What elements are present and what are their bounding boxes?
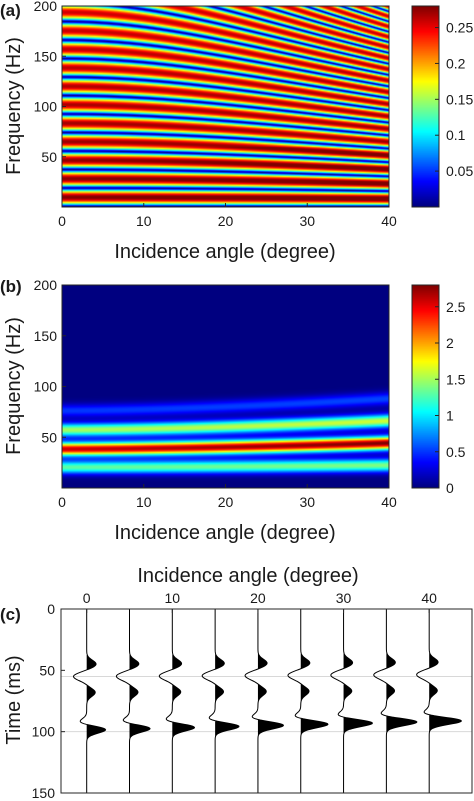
a-y-tick-label: 50 xyxy=(41,149,57,165)
panel-c-y-tick-label: 50 xyxy=(39,662,55,678)
b-y-tick-label: 50 xyxy=(41,429,57,445)
panel-c-trace-line xyxy=(330,609,374,793)
b-colorbar-tick-label: 2 xyxy=(446,335,454,351)
panel-b-x-ticks: 0 10 20 30 40 xyxy=(58,484,397,510)
panel-c-x-ticks: 0 10 20 30 40 xyxy=(83,590,437,613)
panel-b-heatmap-holder xyxy=(62,285,389,488)
panel-b-colorbar-frame xyxy=(411,284,440,489)
panel-c-y-axis-label: Time (ms) xyxy=(3,655,25,744)
panel-c-trace-fill xyxy=(129,654,151,739)
a-x-tick-label: 40 xyxy=(381,213,397,229)
b-x-tick-label: 30 xyxy=(299,494,315,510)
panel-c-traces xyxy=(72,609,462,793)
panel-b-y-axis-label: Frequency (Hz) xyxy=(3,317,25,455)
b-colorbar-tick-label: 1 xyxy=(446,408,454,424)
a-colorbar-tick-label: 0.2 xyxy=(446,55,466,71)
a-x-tick-label: 10 xyxy=(136,213,152,229)
b-x-tick-label: 0 xyxy=(58,494,66,510)
panel-c-x-tick-label: 20 xyxy=(250,590,266,606)
panel-c-frame xyxy=(60,608,473,794)
panel-a-colorbar-ticks: 0.05 0.1 0.15 0.2 0.25 xyxy=(435,20,473,179)
panel-a-colorbar-holder xyxy=(412,6,439,207)
panel-c-trace-line xyxy=(115,609,151,793)
panel-c-trace-line xyxy=(416,609,462,793)
panel-c-y-tick-label: 0 xyxy=(47,601,55,617)
panel-c-trace-line xyxy=(373,609,418,793)
panel-b-colorbar xyxy=(412,285,439,488)
panel-b-colorbar-ticks: 0 0.5 1 1.5 2 2.5 xyxy=(435,299,466,496)
panel-c-x-axis-label: Incidence angle (degree) xyxy=(137,565,358,587)
panel-c-trace-line xyxy=(201,609,240,793)
b-y-tick-label: 100 xyxy=(34,379,58,395)
b-x-tick-label: 10 xyxy=(136,494,152,510)
panel-c-x-tick-label: 40 xyxy=(421,590,437,606)
panel-a-colorbar xyxy=(412,6,439,207)
panel-c-x-tick-label: 0 xyxy=(83,590,91,606)
a-y-tick-label: 200 xyxy=(34,0,58,14)
b-x-tick-label: 40 xyxy=(381,494,397,510)
panel-c-trace-line xyxy=(244,609,285,793)
panel-b-y-ticks: 50 100 150 200 xyxy=(34,277,66,445)
panel-c-trace-line xyxy=(158,609,196,793)
a-y-tick-label: 100 xyxy=(34,99,58,115)
a-colorbar-tick-label: 0.15 xyxy=(446,91,473,107)
b-colorbar-tick-label: 2.5 xyxy=(446,299,466,315)
panel-b-heatmap xyxy=(62,285,389,488)
panel-a-colorbar-frame xyxy=(411,5,440,208)
panel-c-y-tick-label: 150 xyxy=(32,785,56,801)
a-colorbar-tick-label: 0.05 xyxy=(446,163,473,179)
b-y-tick-label: 150 xyxy=(34,328,58,344)
panel-a-x-ticks: 0 10 20 30 40 xyxy=(58,203,397,229)
b-y-tick-label: 200 xyxy=(34,277,58,293)
panel-c-trace-line xyxy=(72,609,107,793)
a-colorbar-tick-label: 0.1 xyxy=(446,127,466,143)
panel-c-trace-fill xyxy=(300,653,328,735)
panel-b-x-axis-label: Incidence angle (degree) xyxy=(114,522,335,544)
panel-c-y-ticks: 0 50 100 150 xyxy=(32,601,65,801)
a-y-tick-label: 150 xyxy=(34,48,58,64)
panel-a: (a) 50 100 150 200 0 10 20 30 40 Incidence angl… xyxy=(0,0,473,263)
panel-a-letter: (a) xyxy=(0,1,21,20)
a-x-tick-label: 0 xyxy=(58,213,66,229)
panel-c-x-tick-label: 10 xyxy=(165,590,181,606)
panel-c-letter: (c) xyxy=(0,605,21,624)
a-x-tick-label: 30 xyxy=(299,213,315,229)
panel-c-trace-fill xyxy=(257,653,284,736)
panel-c: (c) Incidence angle (degree) Time (ms) 0… xyxy=(0,565,473,801)
b-colorbar-tick-label: 0 xyxy=(446,480,454,496)
panel-a-heatmap-holder xyxy=(62,6,389,207)
panel-c-trace-line xyxy=(287,609,329,793)
panel-c-trace-fill xyxy=(429,653,462,732)
b-colorbar-tick-label: 0.5 xyxy=(446,444,466,460)
panel-a-y-ticks: 50 100 150 200 xyxy=(34,0,66,165)
panel-c-x-tick-label: 30 xyxy=(336,590,352,606)
panel-c-trace-fill xyxy=(386,653,417,733)
panel-a-heatmap xyxy=(62,6,389,207)
panel-a-y-axis-label: Frequency (Hz) xyxy=(3,37,25,175)
a-x-tick-label: 20 xyxy=(218,213,234,229)
b-colorbar-tick-label: 1.5 xyxy=(446,371,466,387)
panel-a-x-axis-label: Incidence angle (degree) xyxy=(114,241,335,263)
a-colorbar-tick-label: 0.25 xyxy=(446,20,473,36)
panel-b-colorbar-holder xyxy=(412,285,439,488)
panel-c-trace-fill xyxy=(343,653,373,734)
panel-b-letter: (b) xyxy=(0,277,22,296)
b-x-tick-label: 20 xyxy=(218,494,234,510)
panel-c-y-tick-label: 100 xyxy=(32,724,56,740)
